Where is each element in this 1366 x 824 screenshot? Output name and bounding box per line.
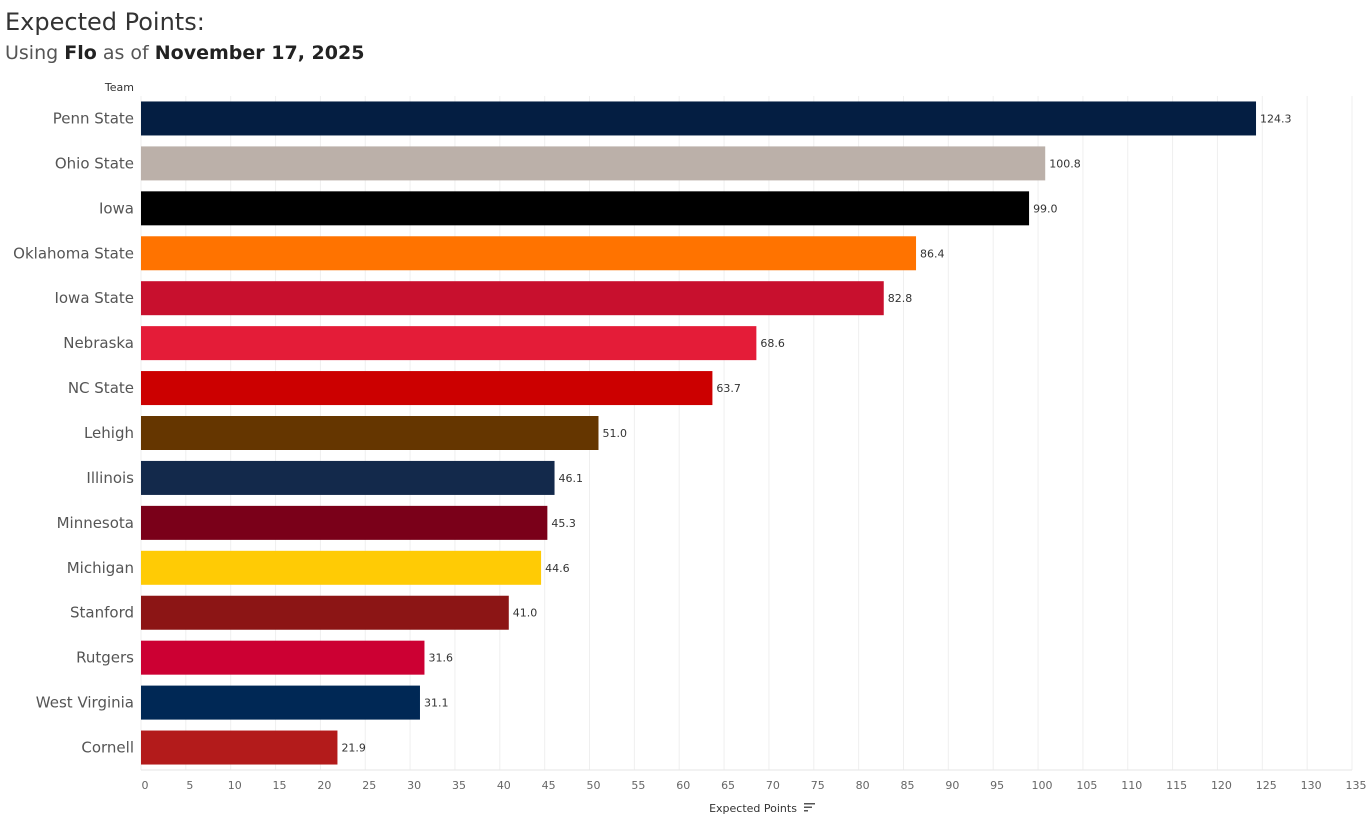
- bar[interactable]: [141, 685, 420, 720]
- value-label: 68.6: [760, 337, 785, 350]
- value-label: 63.7: [716, 382, 741, 395]
- subtitle-metric: Flo: [64, 42, 97, 64]
- value-label: 124.3: [1260, 112, 1292, 125]
- value-label: 31.6: [428, 652, 453, 665]
- category-labels: Penn State Ohio State Iowa Oklahoma State Io…: [13, 109, 134, 756]
- bar[interactable]: [141, 371, 713, 406]
- bar[interactable]: [141, 326, 757, 361]
- x-tick-label: 35: [452, 779, 466, 792]
- chart-subtitle: Using Flo as of November 17, 2025: [5, 42, 364, 64]
- value-label: 41.0: [513, 607, 538, 620]
- x-tick-label: 25: [362, 779, 376, 792]
- x-tick-label: 120: [1211, 779, 1232, 792]
- x-tick-label: 45: [542, 779, 556, 792]
- x-tick-label: 105: [1076, 779, 1097, 792]
- x-tick-label: 115: [1166, 779, 1187, 792]
- category-label: Penn State: [53, 109, 134, 127]
- bar[interactable]: [141, 191, 1030, 226]
- x-tick-label: 0: [142, 779, 149, 792]
- x-tick-label: 125: [1256, 779, 1277, 792]
- value-label: 82.8: [888, 292, 913, 305]
- subtitle-date: November 17, 2025: [154, 42, 365, 64]
- bar[interactable]: [141, 595, 509, 630]
- x-tick-label: 95: [990, 779, 1004, 792]
- x-tick-label: 75: [811, 779, 825, 792]
- x-tick-label: 110: [1121, 779, 1142, 792]
- x-tick-label: 30: [407, 779, 421, 792]
- category-label: Minnesota: [57, 514, 134, 532]
- x-tick-label: 15: [273, 779, 287, 792]
- x-tick-label: 90: [945, 779, 959, 792]
- x-tick-label: 60: [676, 779, 690, 792]
- value-label: 45.3: [551, 517, 576, 530]
- x-tick-label: 5: [186, 779, 193, 792]
- subtitle-prefix: Using: [5, 42, 59, 64]
- value-label: 21.9: [341, 742, 366, 755]
- x-tick-label: 65: [721, 779, 735, 792]
- x-tick-label: 55: [631, 779, 645, 792]
- bar[interactable]: [141, 730, 338, 765]
- subtitle-middle: as of: [102, 42, 149, 64]
- category-label: Lehigh: [84, 424, 134, 442]
- value-label: 44.6: [545, 562, 570, 575]
- bar[interactable]: [141, 101, 1257, 136]
- category-label: Michigan: [67, 559, 134, 577]
- category-label: West Virginia: [36, 694, 134, 712]
- value-label: 86.4: [920, 247, 945, 260]
- bars-group: [141, 101, 1257, 765]
- x-tick-label: 40: [497, 779, 511, 792]
- value-label: 99.0: [1033, 202, 1058, 215]
- category-label: Ohio State: [55, 154, 134, 172]
- bar[interactable]: [141, 505, 548, 540]
- value-label: 51.0: [602, 427, 627, 440]
- category-label: Illinois: [86, 469, 134, 487]
- x-tick-label: 20: [317, 779, 331, 792]
- value-labels: 124.3 100.8 99.0 86.4 82.8 68.6 63.7 51.0 46.1 45…: [341, 112, 1291, 754]
- category-label: Cornell: [81, 739, 134, 757]
- bar[interactable]: [141, 236, 917, 271]
- x-tick-label: 135: [1346, 779, 1366, 792]
- value-label: 31.1: [424, 697, 449, 710]
- category-label: Iowa State: [54, 289, 134, 307]
- category-label: Rutgers: [76, 649, 134, 667]
- bar[interactable]: [141, 146, 1046, 181]
- category-label: Oklahoma State: [13, 244, 134, 262]
- x-tick-label: 80: [856, 779, 870, 792]
- category-label: NC State: [68, 379, 134, 397]
- bar[interactable]: [141, 460, 555, 495]
- category-label: Nebraska: [63, 334, 134, 352]
- x-tick-label: 100: [1032, 779, 1053, 792]
- category-label: Iowa: [99, 199, 134, 217]
- x-axis-title: Expected Points: [709, 802, 797, 815]
- bar[interactable]: [141, 416, 599, 450]
- x-tick-label: 70: [766, 779, 780, 792]
- bar[interactable]: [141, 550, 542, 585]
- value-label: 100.8: [1049, 157, 1081, 170]
- x-tick-label: 50: [587, 779, 601, 792]
- x-axis-ticks: 0 5 10 15 20 25 30 35 40 45 50 55 60 65 70 75 80 85 90 95 10…: [142, 779, 1366, 792]
- chart-title: Expected Points:: [5, 8, 205, 36]
- x-tick-label: 130: [1301, 779, 1322, 792]
- category-label: Stanford: [70, 604, 134, 622]
- bar[interactable]: [141, 281, 884, 316]
- sort-descending-icon[interactable]: [804, 803, 815, 812]
- x-tick-label: 85: [900, 779, 914, 792]
- y-axis-title: Team: [104, 81, 134, 94]
- value-label: 46.1: [559, 472, 584, 485]
- x-tick-label: 10: [228, 779, 242, 792]
- bar[interactable]: [141, 640, 425, 675]
